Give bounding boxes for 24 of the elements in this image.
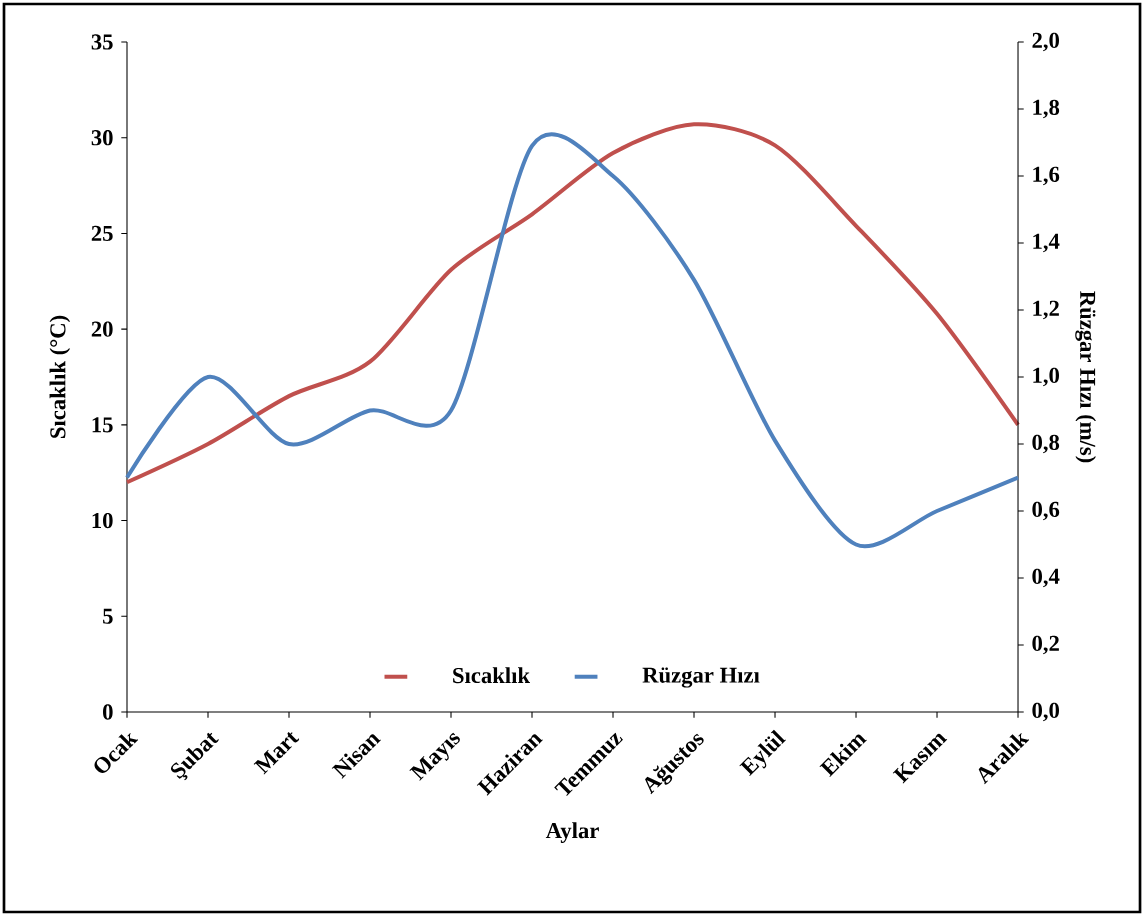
legend-label: Rüzgar Hızı [642, 667, 760, 688]
y-tick-label: 5 [103, 608, 113, 624]
y-tick-label: 30 [91, 130, 113, 146]
y2-tick-label: 0,0 [1032, 702, 1060, 722]
y-tick-label: 35 [91, 34, 113, 50]
x-axis-title: Aylar [545, 822, 599, 843]
y2-tick-label: 1,6 [1033, 166, 1060, 186]
y2-tick-label: 0,4 [1032, 568, 1060, 588]
y2-tick-label: 0,8 [1032, 434, 1060, 454]
y-tick-label: 20 [91, 321, 113, 337]
y2-tick-label: 1,2 [1033, 300, 1059, 320]
y-tick-label: 15 [92, 417, 113, 433]
y2-tick-label: 1,8 [1033, 99, 1060, 119]
y-axis-title: Sıcaklık (°C) [49, 315, 71, 438]
y2-axis-title: Rüzgar Hızı (m/s) [1075, 291, 1096, 463]
y2-tick-label: 0,2 [1032, 635, 1059, 655]
y-tick-label: 25 [91, 225, 113, 242]
y-tick-label: 0 [103, 704, 113, 720]
y2-tick-label: 1,4 [1033, 233, 1060, 253]
y2-tick-label: 1,0 [1033, 367, 1060, 387]
y2-tick-label: 0,6 [1032, 501, 1060, 521]
y-tick-label: 10 [92, 512, 113, 529]
legend-label: Sıcaklık [453, 667, 531, 684]
y2-tick-label: 2,0 [1032, 32, 1060, 52]
